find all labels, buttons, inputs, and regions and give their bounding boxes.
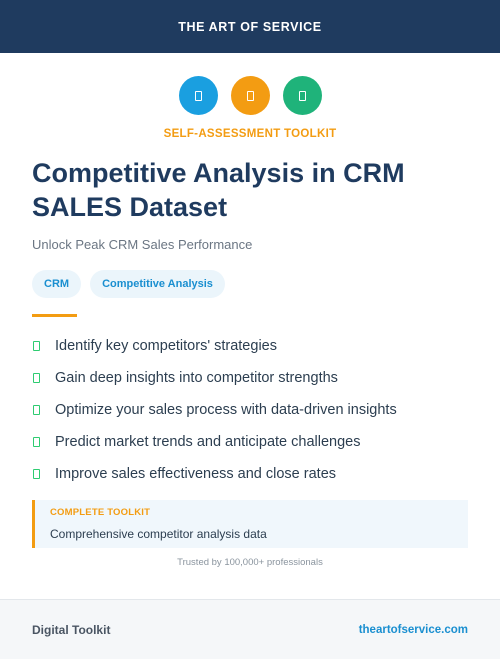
website-link[interactable]: theartofservice.com [358, 623, 468, 636]
document-icon [246, 90, 254, 101]
page-subtitle: Unlock Peak CRM Sales Performance [32, 237, 253, 252]
check-icon [33, 341, 40, 351]
callout-text: Comprehensive competitor analysis data [50, 527, 267, 541]
tag-competitive-analysis[interactable]: Competitive Analysis [90, 270, 225, 298]
footer-label: Digital Toolkit [32, 622, 111, 637]
page-title: Competitive Analysis in CRM SALES Datase… [32, 158, 405, 222]
accent-divider [32, 314, 77, 317]
list-item: Improve sales effectiveness and close ra… [32, 458, 472, 490]
icon-row [0, 76, 500, 115]
document-icon [298, 90, 306, 101]
kicker-label: SELF-ASSESSMENT TOOLKIT [163, 128, 337, 140]
benefit-list: Identify key competitors' strategies Gai… [32, 330, 472, 490]
document-icon-orange [230, 76, 270, 115]
toolkit-callout: COMPLETE TOOLKIT Comprehensive competito… [32, 500, 468, 548]
callout-label: COMPLETE TOOLKIT [50, 507, 151, 518]
benefit-text: Gain deep insights into competitor stren… [55, 370, 338, 386]
list-item: Optimize your sales process with data-dr… [32, 394, 472, 426]
benefit-text: Identify key competitors' strategies [55, 338, 277, 354]
list-item: Gain deep insights into competitor stren… [32, 362, 472, 394]
brand-title: THE ART OF SERVICE [178, 19, 322, 34]
benefit-text: Optimize your sales process with data-dr… [55, 402, 397, 418]
document-icon [194, 90, 202, 101]
document-icon-blue [178, 76, 218, 115]
tag-crm[interactable]: CRM [32, 270, 82, 298]
check-icon [33, 373, 40, 383]
document-icon-green [282, 76, 322, 115]
list-item: Predict market trends and anticipate cha… [32, 426, 472, 458]
trust-note: Trusted by 100,000+ professionals [177, 557, 323, 568]
top-banner: THE ART OF SERVICE [0, 0, 500, 53]
benefit-text: Predict market trends and anticipate cha… [55, 434, 361, 450]
check-icon [33, 437, 40, 447]
check-icon [33, 405, 40, 415]
footer: Digital Toolkit theartofservice.com [0, 599, 500, 659]
check-icon [33, 469, 40, 479]
benefit-text: Improve sales effectiveness and close ra… [55, 466, 337, 482]
list-item: Identify key competitors' strategies [32, 330, 472, 362]
tag-list: CRM Competitive Analysis [32, 270, 225, 298]
